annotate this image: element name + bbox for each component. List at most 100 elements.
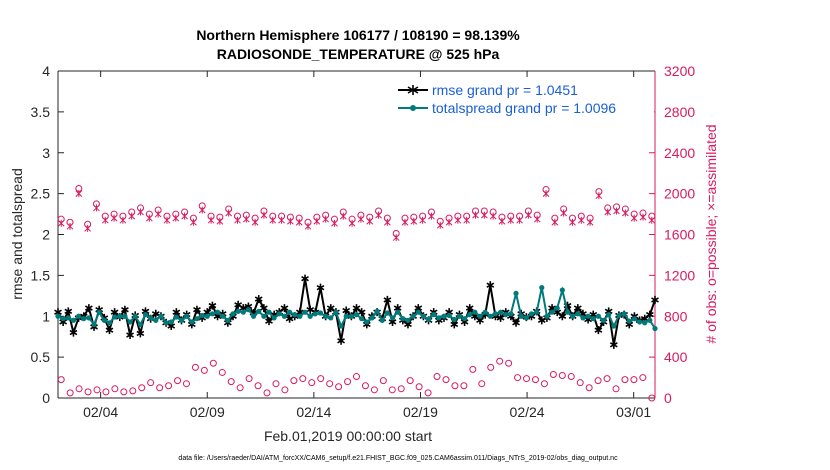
series-1-point	[153, 317, 159, 323]
series-0-point	[512, 318, 520, 327]
obs-assimilated-point	[401, 218, 409, 226]
obs-assimilated-point	[242, 215, 250, 223]
obs-possible_low-point	[57, 376, 65, 384]
series-1-point	[359, 316, 365, 322]
series-1-point	[302, 309, 308, 315]
x-axis-label: Feb.01,2019 00:00:00 start	[264, 428, 432, 444]
series-1-point	[317, 310, 324, 316]
series-1-point	[467, 312, 473, 318]
obs-assimilated-point	[375, 211, 382, 219]
y-right-tick-label: 800	[664, 308, 688, 324]
obs-assimilated-point	[198, 206, 206, 214]
obs-assimilated-point	[639, 213, 647, 221]
obs-assimilated-point	[216, 217, 224, 225]
obs-possible_low-point	[308, 379, 316, 387]
y-tick-label: 3.5	[31, 104, 51, 120]
y-right-tick-label: 0	[664, 390, 672, 406]
series-1-point	[353, 312, 360, 318]
obs-assimilated-point	[84, 224, 91, 232]
footer-data-file: data file: /Users/raeder/DAI/ATM_forcXX/…	[178, 455, 618, 462]
series-0-point	[357, 308, 366, 317]
obs-assimilated-point	[234, 216, 241, 224]
y-tick-label: 0.5	[31, 349, 51, 365]
series-0-point	[193, 305, 201, 314]
series-1-point	[106, 320, 113, 326]
series-1-point	[214, 309, 221, 315]
obs-assimilated-point	[287, 217, 294, 225]
obs-possible_low-point	[218, 368, 226, 376]
obs-possible_low-point	[245, 375, 253, 383]
obs-assimilated-point	[93, 204, 100, 212]
series-0-point	[84, 304, 93, 313]
series-1-point	[405, 317, 411, 323]
obs-assimilated-point	[533, 215, 541, 223]
legend-spread-label: totalspread grand pr = 1.0096	[432, 100, 616, 116]
obs-assimilated-point	[190, 218, 197, 226]
obs-possible_low-point	[209, 359, 217, 367]
obs-possible_low-point	[182, 380, 190, 388]
series-1-point	[436, 315, 442, 321]
series-1-point	[173, 314, 179, 320]
obs-assimilated-point	[480, 211, 488, 219]
series-1-point	[642, 320, 648, 326]
obs-possible_low-point	[469, 365, 477, 373]
obs-assimilated-point	[163, 216, 171, 224]
y-right-tick-label: 3200	[664, 63, 695, 79]
series-0-point	[121, 305, 129, 314]
series-1-point	[225, 317, 231, 323]
obs-assimilated-point	[145, 214, 153, 222]
obs-assimilated-point	[428, 212, 435, 220]
obs-possible_low-point	[460, 382, 468, 390]
obs-assimilated-point	[507, 216, 515, 224]
series-1-point	[184, 313, 190, 319]
obs-possible_low-point	[639, 374, 647, 382]
series-1-point	[328, 315, 334, 321]
legend-rmse-label: rmse grand pr = 1.0451	[432, 82, 578, 98]
series-0-point	[645, 310, 654, 319]
series-1-point	[364, 319, 370, 325]
y-tick-label: 0	[42, 390, 50, 406]
obs-possible_low-point	[433, 373, 441, 381]
series-1-point	[75, 313, 82, 319]
obs-assimilated-point	[383, 218, 391, 226]
series-1-point	[132, 313, 138, 319]
obs-assimilated-point	[366, 217, 374, 225]
series-1-point	[631, 316, 638, 322]
series-1-point	[70, 317, 77, 323]
obs-possible_low-point	[415, 383, 423, 391]
obs-assimilated-point	[551, 218, 559, 226]
obs-possible_low-point	[200, 366, 208, 374]
series-0-point	[280, 304, 289, 313]
series-1-point	[395, 309, 401, 315]
obs-possible_low-point	[84, 388, 92, 396]
series-1-point	[307, 313, 313, 319]
series-0-point	[126, 331, 134, 340]
obs-possible_low-point	[442, 376, 450, 384]
y-right-tick-label: 2400	[664, 145, 695, 161]
series-0-point	[69, 328, 78, 337]
series-1-point	[590, 316, 596, 322]
obs-possible_low-point	[174, 377, 182, 385]
series-1-point	[65, 315, 71, 321]
series-0-point	[254, 295, 263, 304]
series-0-point	[496, 313, 505, 322]
series-1-point	[189, 319, 195, 325]
plot-area: 02/04 02/09 02/14 02/19 02/24 03/01 0 0.5 1 1.5 2 2…	[31, 63, 696, 420]
obs-assimilated-point	[251, 218, 259, 226]
series-1-point	[477, 313, 483, 319]
series-1-point	[441, 313, 447, 319]
series-0-point	[558, 312, 567, 321]
obs-assimilated-point	[110, 214, 118, 222]
obs-possible_low-point	[236, 384, 244, 392]
x-tick-label: 03/01	[616, 404, 651, 420]
series-0-point	[465, 304, 474, 313]
obs-assimilated-point	[516, 216, 523, 224]
series-1-point	[86, 315, 92, 321]
series-1-point	[158, 313, 164, 319]
series-1-point	[338, 323, 344, 329]
obs-possible_low-point	[75, 385, 83, 393]
obs-possible_low-point	[621, 376, 629, 384]
obs-possible_low-point	[111, 385, 119, 393]
series-1-point	[333, 309, 339, 315]
obs-assimilated-point	[542, 190, 550, 198]
